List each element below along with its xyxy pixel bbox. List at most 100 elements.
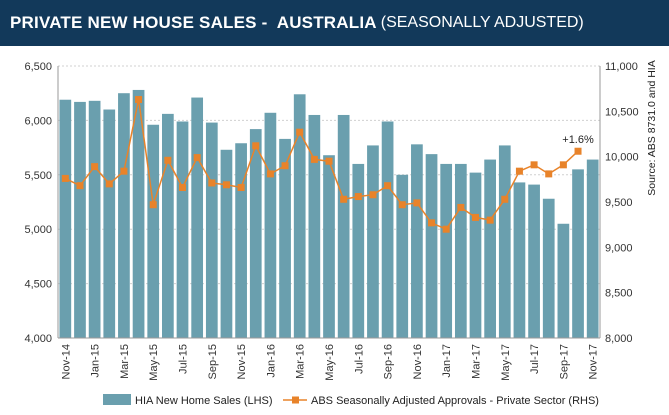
line-marker bbox=[281, 162, 289, 170]
line-marker bbox=[340, 195, 348, 203]
x-tick-label: Jul-16 bbox=[353, 344, 365, 374]
bar bbox=[425, 154, 438, 338]
legend-swatch-marker bbox=[292, 396, 299, 404]
legend-label-bars: HIA New Home Sales (LHS) bbox=[135, 395, 273, 407]
bar bbox=[176, 121, 189, 338]
y-right-tick-label: 8,500 bbox=[605, 288, 633, 300]
x-tick-label: Sep-17 bbox=[558, 344, 570, 379]
x-tick-label: Nov-15 bbox=[236, 344, 248, 379]
line-marker bbox=[428, 219, 436, 227]
bar bbox=[484, 159, 496, 338]
line-marker bbox=[310, 155, 318, 163]
line-marker bbox=[222, 181, 230, 189]
line-marker bbox=[105, 180, 113, 188]
x-tick-label: Jul-17 bbox=[529, 344, 541, 374]
y-right-tick-label: 11,000 bbox=[605, 61, 638, 73]
bar bbox=[279, 138, 291, 338]
line-marker bbox=[135, 96, 143, 104]
bar bbox=[498, 145, 511, 338]
line-marker bbox=[369, 191, 377, 199]
bar bbox=[147, 124, 160, 338]
line-marker bbox=[296, 128, 304, 136]
bar bbox=[293, 94, 306, 339]
line-marker bbox=[193, 154, 201, 162]
x-tick-label: Nov-14 bbox=[60, 344, 72, 379]
bar bbox=[323, 155, 335, 338]
chart-title: PRIVATE NEW HOUSE SALES - AUSTRALIA bbox=[10, 13, 377, 32]
bar bbox=[367, 145, 379, 338]
line-marker bbox=[76, 182, 84, 190]
source-note: Source: ABS 8731.0 and HIA bbox=[646, 60, 658, 195]
bar-series bbox=[59, 89, 599, 339]
line-marker bbox=[398, 201, 406, 209]
x-tick-label: Sep-16 bbox=[383, 344, 395, 379]
chart-title-bar: PRIVATE NEW HOUSE SALES - AUSTRALIA (SEA… bbox=[0, 0, 669, 46]
bar bbox=[308, 114, 321, 339]
bar bbox=[132, 89, 145, 338]
bar bbox=[557, 223, 570, 338]
bar bbox=[74, 101, 86, 339]
y-left-tick-label: 4,500 bbox=[24, 279, 52, 291]
line-marker bbox=[530, 161, 538, 169]
bar bbox=[88, 100, 101, 338]
y-right-tick-label: 10,500 bbox=[605, 106, 639, 118]
line-marker bbox=[237, 183, 245, 191]
y-right-tick-label: 10,000 bbox=[605, 152, 639, 164]
x-tick-label: Sep-15 bbox=[207, 344, 219, 379]
y-left-tick-label: 4,000 bbox=[24, 333, 52, 345]
line-marker bbox=[61, 174, 69, 182]
bar bbox=[191, 97, 204, 338]
x-tick-label: Nov-17 bbox=[588, 344, 600, 379]
bar bbox=[542, 198, 555, 338]
x-tick-label: Mar-17 bbox=[470, 344, 482, 379]
line-marker bbox=[457, 203, 465, 211]
x-tick-label: Jan-15 bbox=[90, 344, 102, 378]
chart-subtitle: (SEASONALLY ADJUSTED) bbox=[380, 14, 584, 31]
x-tick-label: Mar-15 bbox=[119, 344, 131, 379]
x-tick-label: Jan-16 bbox=[265, 344, 277, 378]
line-marker bbox=[164, 156, 172, 164]
bar bbox=[59, 99, 72, 338]
line-marker bbox=[501, 195, 509, 203]
x-tick-label: May-17 bbox=[500, 344, 512, 381]
bar bbox=[586, 159, 599, 338]
y-right-tick-label: 8,000 bbox=[605, 333, 633, 345]
annotation-label: +1.6% bbox=[562, 134, 594, 146]
line-series: +1.6% bbox=[61, 96, 594, 233]
x-tick-label: May-15 bbox=[148, 344, 160, 381]
line-marker bbox=[149, 201, 157, 209]
line-marker bbox=[354, 193, 362, 201]
bar bbox=[469, 172, 482, 338]
line-marker bbox=[413, 199, 421, 207]
x-tick-label: Nov-16 bbox=[412, 344, 424, 379]
y-right-tick-label: 9,000 bbox=[605, 242, 633, 254]
line-marker bbox=[91, 163, 99, 171]
bar bbox=[411, 144, 423, 338]
y-left-tick-label: 6,000 bbox=[24, 115, 52, 127]
x-tick-label: Mar-16 bbox=[295, 344, 307, 379]
line-marker bbox=[574, 147, 582, 155]
bar bbox=[528, 184, 540, 338]
line-marker bbox=[252, 142, 260, 150]
bar bbox=[396, 174, 409, 338]
line-marker bbox=[559, 161, 567, 169]
x-tick-label: Jul-15 bbox=[178, 344, 190, 374]
x-tick-label: May-16 bbox=[324, 344, 336, 381]
bar bbox=[337, 114, 350, 339]
legend-swatch-bars bbox=[103, 394, 131, 405]
bar bbox=[381, 121, 394, 338]
bar bbox=[205, 122, 218, 339]
x-tick-label: Jan-17 bbox=[441, 344, 453, 378]
legend: HIA New Home Sales (LHS) ABS Seasonally A… bbox=[103, 394, 599, 407]
bar bbox=[264, 112, 277, 338]
line-marker bbox=[266, 170, 274, 178]
bar bbox=[454, 163, 467, 338]
line-marker bbox=[120, 167, 128, 175]
line-marker bbox=[384, 182, 392, 190]
bar bbox=[513, 182, 526, 338]
line-marker bbox=[471, 213, 479, 221]
line-marker bbox=[442, 225, 450, 233]
bar bbox=[572, 169, 584, 338]
line-marker bbox=[208, 179, 216, 187]
